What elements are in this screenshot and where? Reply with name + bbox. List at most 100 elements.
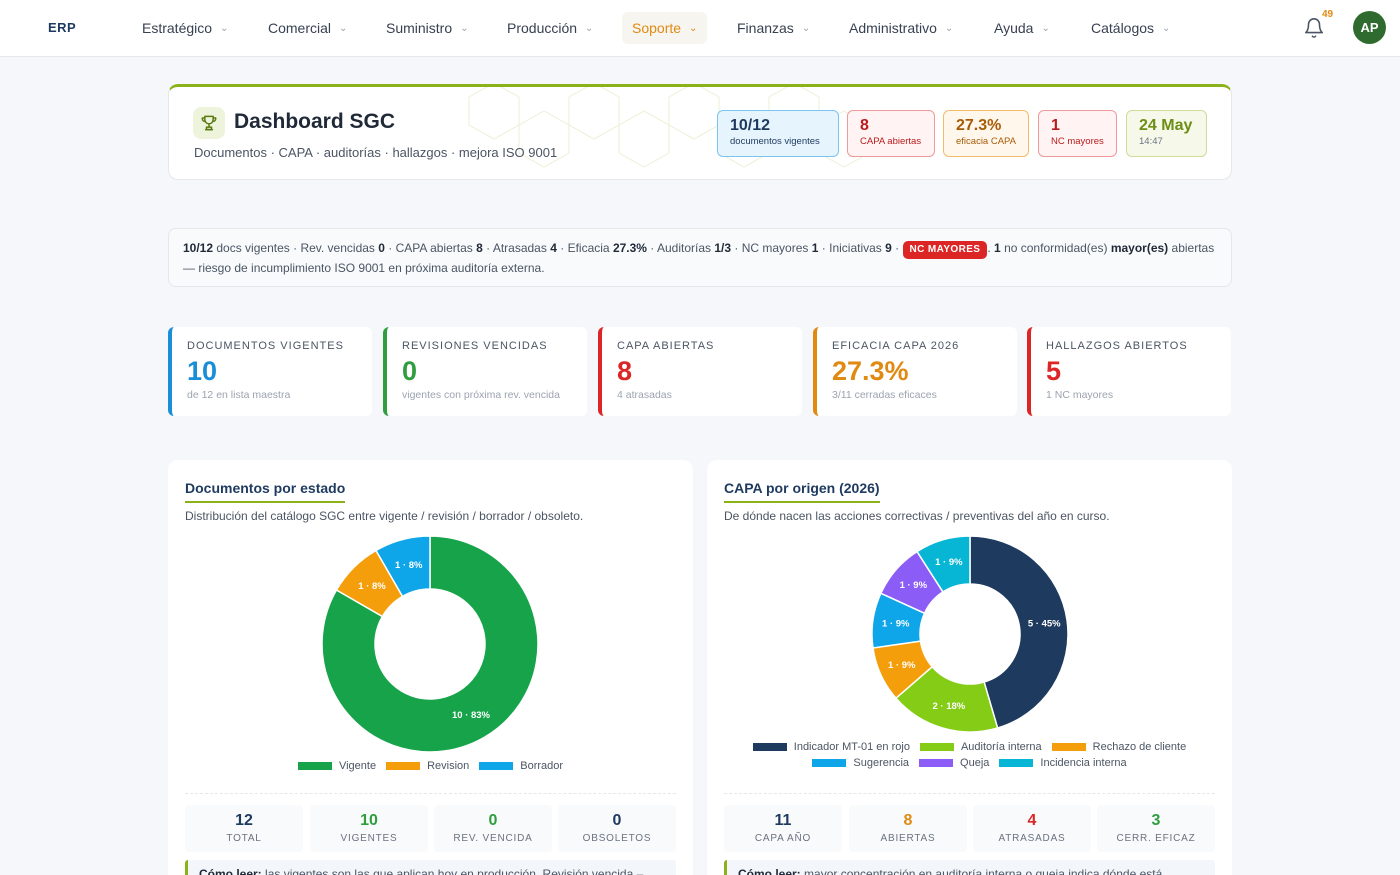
slice-label: 1 · 8% — [395, 560, 423, 571]
panel-documentos-estado: Documentos por estado Distribución del c… — [168, 460, 693, 875]
nav-item-ayuda[interactable]: Ayuda ⌄ — [984, 12, 1060, 44]
howto-text: mayor concentración en auditoría interna… — [804, 867, 1163, 875]
stat-label: DOCUMENTOS VIGENTES — [187, 340, 344, 352]
chip-label: NC mayores — [1051, 136, 1104, 147]
donut-slice[interactable] — [374, 536, 431, 598]
legend-label: Indicador MT-01 en rojo — [793, 741, 910, 753]
nav-item-administrativo[interactable]: Administrativo ⌄ — [839, 12, 963, 44]
stat-card-documentos[interactable]: DOCUMENTOS VIGENTES 10 de 12 en lista ma… — [168, 327, 372, 416]
brand-logo[interactable]: ERP — [48, 20, 77, 35]
legend-item[interactable]: Rechazo de cliente — [1051, 741, 1186, 753]
chevron-down-icon: ⌄ — [220, 22, 229, 34]
stat-value: 10 — [187, 356, 218, 386]
stat-card-eficacia[interactable]: EFICACIA CAPA 2026 27.3% 3/11 cerradas e… — [813, 327, 1017, 416]
chevron-down-icon: ⌄ — [801, 22, 811, 34]
divider — [724, 793, 1215, 794]
chip-label: CAPA abiertas — [860, 136, 922, 147]
donut-slice[interactable] — [321, 536, 539, 753]
chevron-down-icon: ⌄ — [1162, 22, 1171, 34]
page-subtitle: Documentos · CAPA · auditorías · hallazg… — [194, 145, 558, 160]
stat-sub: 4 atrasadas — [617, 389, 672, 401]
chip-nc-mayores[interactable]: 1 NC mayores — [1038, 110, 1117, 157]
legend-item[interactable]: Auditoría interna — [919, 741, 1042, 753]
nav-item-produccion[interactable]: Producción ⌄ — [497, 12, 603, 44]
chart-legend: Vigente Revision Borrador — [185, 760, 676, 772]
late-label: Atrasadas — [492, 241, 547, 255]
donut-slice[interactable] — [969, 536, 1069, 729]
donut-slice[interactable] — [915, 536, 971, 593]
legend-item[interactable]: Incidencia interna — [999, 757, 1127, 769]
slice-label: 5 · 45% — [1028, 618, 1061, 629]
chart-legend: Indicador MT-01 en rojo Auditoría interna… — [744, 741, 1195, 769]
donut-chart-documentos[interactable]: 10 · 83% 1 · 8% 1 · 8% — [320, 536, 540, 756]
chip-label: documentos vigentes — [730, 136, 820, 147]
mini-value: 8 — [903, 812, 913, 829]
mini-label: CAPA AÑO — [754, 833, 812, 844]
mini-value: 10 — [360, 812, 378, 829]
chevron-down-icon: ⌄ — [689, 22, 698, 34]
legend-swatch — [479, 762, 514, 770]
legend-item[interactable]: Indicador MT-01 en rojo — [752, 741, 910, 753]
stat-sub: 3/11 cerradas eficaces — [832, 389, 937, 401]
stat-value: 0 — [402, 356, 418, 386]
howto-bold: Cómo leer: — [199, 867, 262, 875]
mini-label: ABIERTAS — [880, 833, 936, 844]
donut-chart-capa[interactable]: 5 · 45% 2 · 18% 1 · 9% 1 · 9% 1 · 9% 1 · 9% — [865, 536, 1075, 738]
nc-label: NC mayores — [741, 241, 809, 255]
stat-label: REVISIONES VENCIDAS — [402, 340, 548, 352]
alert-bold: mayor(es) — [1110, 241, 1169, 255]
capa-label: CAPA abiertas — [395, 241, 473, 255]
legend-item[interactable]: Revision — [386, 760, 469, 772]
chip-eficacia-capa[interactable]: 27.3% eficacia CAPA — [943, 110, 1029, 157]
chip-docs-vigentes[interactable]: 10/12 documentos vigentes — [717, 110, 839, 157]
legend-item[interactable]: Sugerencia — [812, 757, 909, 769]
legend-label: Revision — [427, 760, 470, 772]
page-title: Dashboard SGC — [234, 110, 396, 133]
legend-item[interactable]: Borrador — [479, 760, 563, 772]
howto-bold: Cómo leer: — [738, 867, 801, 875]
slice-label: 2 · 18% — [932, 701, 965, 712]
bell-icon[interactable] — [1303, 16, 1325, 40]
nav-item-soporte[interactable]: Soporte ⌄ — [622, 12, 708, 44]
stat-label: HALLAZGOS ABIERTOS — [1046, 340, 1188, 352]
mini-label: CERR. EFICAZ — [1116, 833, 1196, 844]
legend-swatch — [297, 762, 332, 770]
docs-value: 10/12 — [183, 241, 214, 255]
chip-value: 8 — [860, 117, 869, 134]
legend-item[interactable]: Vigente — [297, 760, 376, 772]
chip-value: 27.3% — [956, 117, 1002, 134]
panel-title: CAPA por origen (2026) — [724, 480, 880, 503]
legend-item[interactable]: Queja — [919, 757, 989, 769]
nav-item-comercial[interactable]: Comercial ⌄ — [258, 12, 357, 44]
nav-item-label: Administrativo — [849, 20, 937, 36]
chevron-down-icon: ⌄ — [339, 22, 348, 34]
mini-label: VIGENTES — [340, 833, 398, 844]
avatar[interactable]: AP — [1353, 11, 1386, 44]
legend-label: Auditoría interna — [960, 741, 1042, 753]
chip-capa-abiertas[interactable]: 8 CAPA abiertas — [847, 110, 935, 157]
alert-post: abiertas — riesgo de incumplimiento ISO … — [183, 241, 1215, 275]
stat-card-capa[interactable]: CAPA ABIERTAS 8 4 atrasadas — [598, 327, 802, 416]
status-badge: NC MAYORES — [902, 241, 988, 259]
legend-swatch — [386, 762, 421, 770]
nav-item-catalogos[interactable]: Catálogos ⌄ — [1081, 12, 1180, 44]
stat-card-hallazgos[interactable]: HALLAZGOS ABIERTOS 5 1 NC mayores — [1027, 327, 1231, 416]
init-value: 9 — [885, 241, 892, 255]
chip-value: 24 May — [1139, 117, 1193, 134]
mini-stat-capa-ano: 11 CAPA AÑO — [724, 805, 842, 852]
nav-item-suministro[interactable]: Suministro ⌄ — [376, 12, 479, 44]
nav-item-finanzas[interactable]: Finanzas ⌄ — [727, 12, 820, 44]
chip-value: 10/12 — [730, 117, 771, 134]
nc-value: 1 — [811, 241, 819, 255]
stat-value: 27.3% — [832, 356, 909, 386]
chevron-down-icon: ⌄ — [460, 22, 469, 34]
slice-label: 10 · 83% — [452, 710, 491, 721]
eff-value: 27.3% — [612, 241, 647, 255]
stat-card-revisiones[interactable]: REVISIONES VENCIDAS 0 vigentes con próxi… — [383, 327, 587, 416]
legend-label: Queja — [960, 757, 990, 769]
capa-value: 8 — [476, 241, 483, 255]
nav-item-label: Finanzas — [737, 20, 794, 36]
legend-swatch — [919, 743, 954, 751]
nav-item-estrategico[interactable]: Estratégico ⌄ — [132, 12, 238, 44]
late-value: 4 — [550, 241, 557, 255]
